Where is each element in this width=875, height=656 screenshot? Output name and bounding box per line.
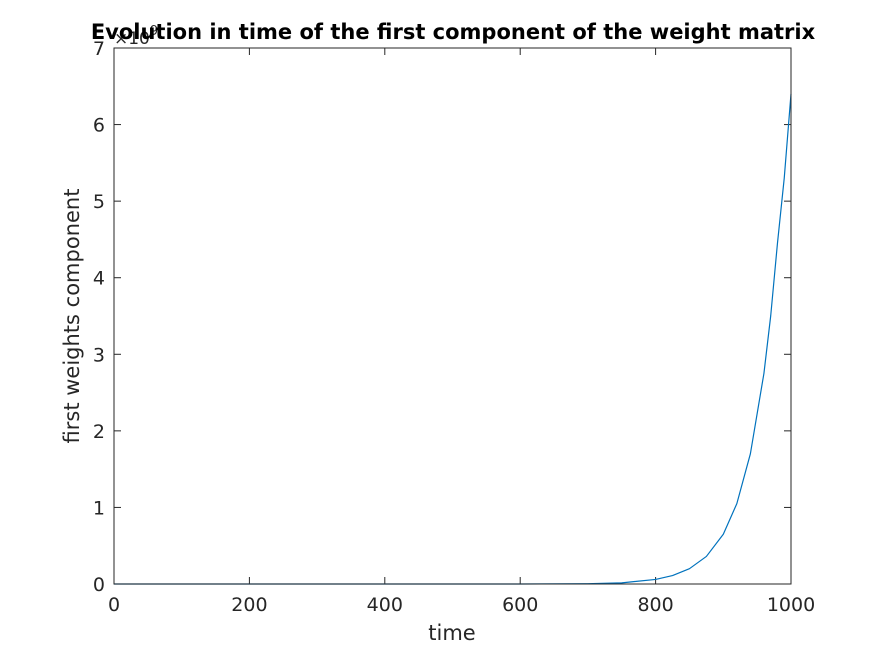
y-tick-label: 5: [93, 191, 105, 213]
y-tick-label: 3: [93, 344, 105, 366]
y-exponent-label: ×109: [114, 24, 158, 49]
y-tick-label: 7: [93, 38, 105, 60]
x-tick-label: 200: [231, 594, 267, 616]
x-axis-ticks: 0 200 400 600 800 1000: [108, 48, 815, 616]
x-tick-label: 600: [502, 594, 538, 616]
x-tick-label: 800: [637, 594, 673, 616]
y-tick-label: 6: [93, 115, 105, 137]
y-axis-label: first weights component: [60, 189, 84, 444]
x-tick-label: 0: [108, 594, 120, 616]
y-tick-label: 0: [93, 574, 105, 596]
y-tick-label: 1: [93, 497, 105, 519]
y-tick-label: 4: [93, 268, 105, 290]
plot-area: [114, 48, 791, 584]
y-tick-label: 2: [93, 421, 105, 443]
y-axis-ticks: 0 1 2 3 4 5 6 7: [93, 38, 791, 596]
chart-title: Evolution in time of the first component…: [91, 20, 816, 44]
x-tick-label: 400: [367, 594, 403, 616]
x-axis-label: time: [428, 621, 475, 645]
axes-box: [113, 47, 792, 585]
x-tick-label: 1000: [767, 594, 815, 616]
